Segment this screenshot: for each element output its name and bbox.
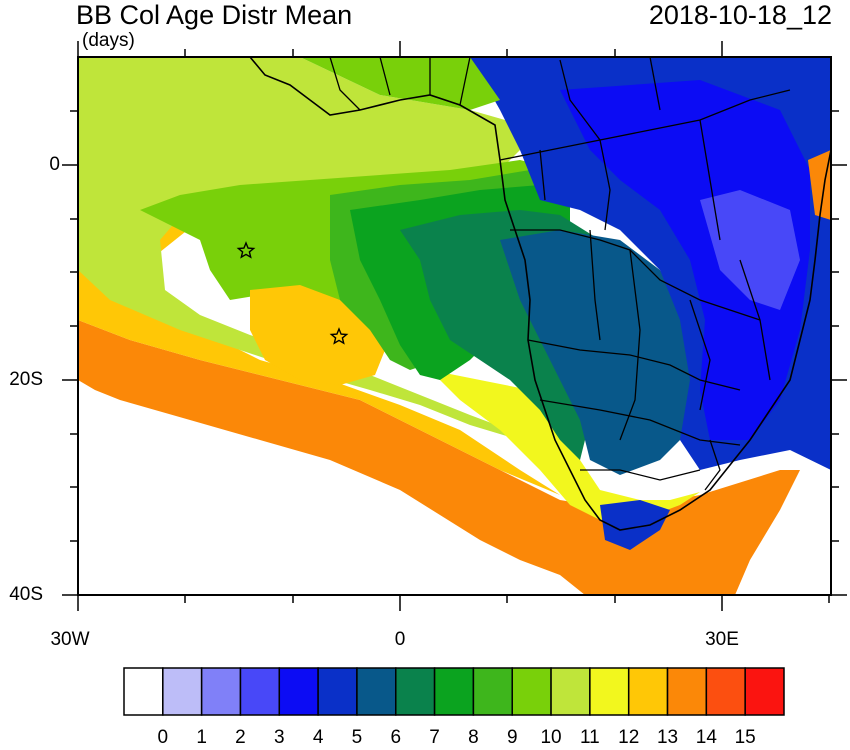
lon-label-0: 0 xyxy=(394,629,406,650)
field-level-10-north xyxy=(300,57,500,110)
colorbar-label: 10 xyxy=(540,727,562,748)
field-level-13-east xyxy=(808,150,831,220)
colorbar-label: 9 xyxy=(506,727,518,748)
colorbar-swatch xyxy=(472,667,513,716)
lon-label-30e: 30E xyxy=(705,629,739,650)
colorbar-label: 2 xyxy=(235,727,246,748)
star-marker xyxy=(329,327,349,345)
colorbar-swatch xyxy=(239,667,281,716)
colorbar-swatch xyxy=(744,667,785,716)
map-date: 2018-10-18_12 xyxy=(648,0,832,30)
colorbar-swatch xyxy=(278,667,319,716)
colorbar-swatch xyxy=(317,667,358,716)
colorbar-label: 1 xyxy=(196,727,207,748)
colorbar-swatch xyxy=(550,667,591,716)
colorbar-swatch xyxy=(666,667,708,716)
country-borders xyxy=(329,57,791,491)
colorbar-swatch xyxy=(395,667,436,716)
colorbar-label: 15 xyxy=(734,727,756,748)
colorbar-label: 5 xyxy=(351,727,363,748)
colorbar-swatch xyxy=(433,667,475,716)
colorbar-swatch xyxy=(511,667,552,716)
lon-label-30w: 30W xyxy=(50,629,90,650)
star-marker xyxy=(236,241,256,259)
field-level-11 xyxy=(78,57,540,450)
lat-label-20s: 20S xyxy=(9,369,43,390)
lat-label-0: 0 xyxy=(49,154,60,175)
marker-stars xyxy=(236,241,349,345)
field-level-4 xyxy=(560,80,810,440)
map-field xyxy=(78,57,831,595)
africa-coastline xyxy=(249,57,831,531)
map-title: BB Col Age Distr Mean xyxy=(76,0,353,30)
colorbar-label: 7 xyxy=(429,727,440,748)
colorbar-label: 12 xyxy=(618,727,640,748)
colorbar xyxy=(123,667,785,716)
colorbar-swatch xyxy=(627,667,669,716)
colorbar-swatch xyxy=(162,667,203,716)
axis-ticks xyxy=(62,41,847,611)
lat-label-40s: 40S xyxy=(9,584,43,605)
colorbar-swatch xyxy=(123,667,164,716)
colorbar-label: 0 xyxy=(157,727,169,748)
colorbar-swatch xyxy=(589,667,630,716)
colorbar-label: 3 xyxy=(273,727,285,748)
colorbar-swatch xyxy=(200,667,242,716)
colorbar-label: 8 xyxy=(468,727,479,748)
colorbar-label: 6 xyxy=(390,727,402,748)
colorbar-swatch xyxy=(705,667,746,716)
field-level-3 xyxy=(700,190,800,310)
units-label: (days) xyxy=(82,30,135,51)
colorbar-label: 11 xyxy=(580,727,600,748)
colorbar-label: 13 xyxy=(656,727,679,748)
field-level-5-south xyxy=(600,500,670,550)
colorbar-swatch xyxy=(356,667,397,716)
colorbar-label: 4 xyxy=(312,727,324,748)
colorbar-label: 14 xyxy=(695,727,717,748)
